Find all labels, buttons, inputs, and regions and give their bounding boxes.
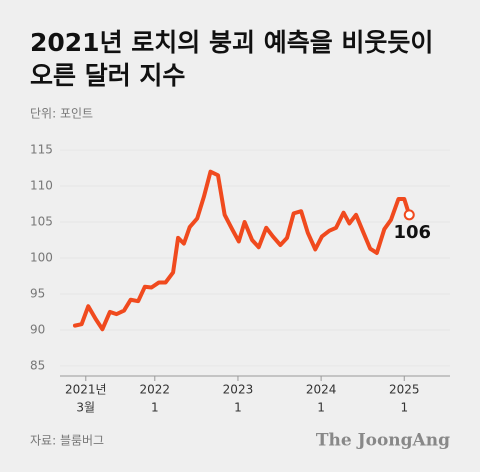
y-tick-label: 85 bbox=[30, 358, 45, 372]
source: 자료: 블룸버그 bbox=[30, 434, 104, 448]
x-tick-label: 2021년 bbox=[65, 383, 107, 397]
y-tick-label: 110 bbox=[30, 179, 53, 193]
x-tick-label: 2023 bbox=[223, 383, 254, 397]
x-tick-label: 1 bbox=[400, 401, 408, 415]
line bbox=[72, 169, 412, 332]
x-tick-label: 3월 bbox=[76, 401, 95, 415]
y-tick-label: 115 bbox=[30, 143, 53, 157]
x-tick-label: 2022 bbox=[140, 383, 171, 397]
x-tick-label: 2024 bbox=[306, 383, 337, 397]
y-tick-label: 90 bbox=[30, 322, 45, 336]
x-tick-label: 1 bbox=[317, 401, 325, 415]
chart-title: 오른 달러 지수 bbox=[30, 61, 185, 90]
y-tick-label: 105 bbox=[30, 215, 53, 229]
chart-title: 2021년 로치의 붕괴 예측을 비웃듯이 bbox=[30, 28, 433, 57]
end-marker bbox=[403, 209, 415, 221]
x-tick-label: 1 bbox=[151, 401, 159, 415]
logo: The JoongAng bbox=[316, 431, 450, 451]
y-tick-label: 100 bbox=[30, 251, 53, 265]
end-label: 106 bbox=[393, 222, 431, 243]
x-tick-label: 1 bbox=[234, 401, 242, 415]
x-tick-label: 2025 bbox=[389, 383, 420, 397]
y-tick-label: 95 bbox=[30, 286, 45, 300]
subtitle: 단위: 포인트 bbox=[30, 107, 93, 121]
